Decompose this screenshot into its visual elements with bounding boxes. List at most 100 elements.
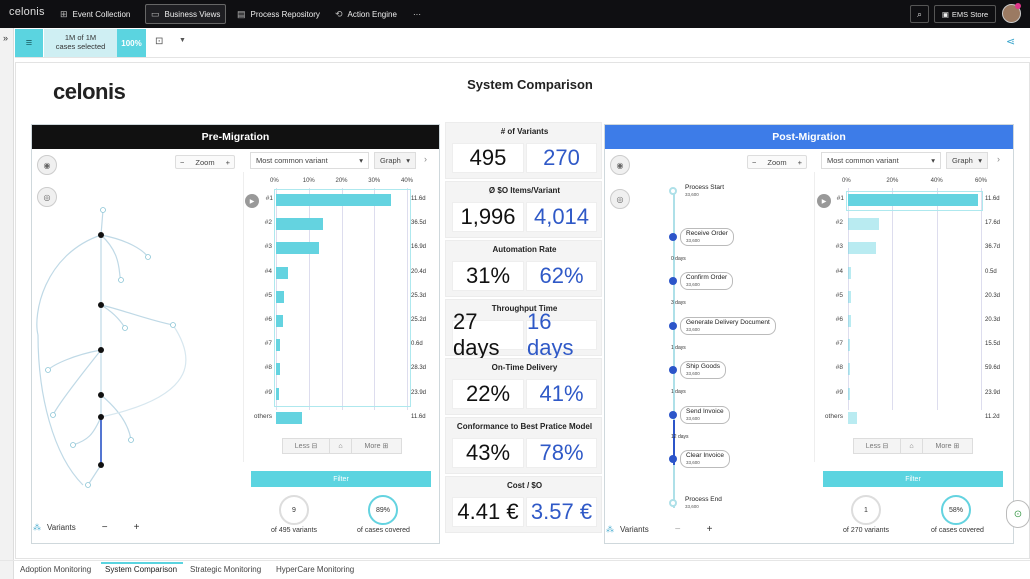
variant-bar[interactable] bbox=[276, 290, 284, 303]
business-views-icon: ▭ bbox=[151, 8, 160, 19]
process-node[interactable]: Process End 33,600 bbox=[669, 494, 727, 511]
tab-hypercare-monitoring[interactable]: HyperCare Monitoring bbox=[276, 565, 355, 574]
variant-bar[interactable] bbox=[276, 411, 303, 424]
ems-store-button[interactable]: ▣ EMS Store bbox=[934, 5, 996, 23]
process-node[interactable]: Receive Order 33,600 bbox=[669, 227, 734, 246]
process-node-count: 33,600 bbox=[686, 460, 700, 465]
post-zoom-control[interactable]: − Zoom + bbox=[747, 155, 807, 169]
metric-pre-value: 495 bbox=[452, 143, 524, 173]
variant-label: #6 bbox=[264, 316, 272, 323]
chevron-right-icon[interactable]: › bbox=[997, 154, 1000, 164]
more-menu-button[interactable]: ··· bbox=[413, 9, 421, 19]
variant-bar[interactable] bbox=[848, 315, 851, 327]
tab-adoption-monitoring[interactable]: Adoption Monitoring bbox=[20, 565, 92, 574]
zoom-in-icon[interactable]: + bbox=[797, 157, 802, 167]
home-icon[interactable]: ⌂ bbox=[330, 439, 352, 453]
variant-bar[interactable] bbox=[848, 266, 851, 279]
post-more-button[interactable]: More ⊞ bbox=[923, 439, 972, 453]
zoom-in-icon[interactable]: + bbox=[225, 157, 230, 167]
process-edge-label: 12 days bbox=[671, 433, 689, 440]
pre-view-select[interactable]: Graph ▾ bbox=[374, 152, 416, 169]
process-node[interactable]: Process Start 33,600 bbox=[669, 183, 730, 199]
post-less-button[interactable]: Less ⊟ bbox=[854, 439, 902, 453]
post-less-label: Less bbox=[865, 442, 881, 450]
add-variant-button[interactable]: + bbox=[133, 521, 140, 533]
expand-sidebar-icon[interactable]: » bbox=[3, 33, 9, 43]
search-button[interactable]: ⌕ bbox=[910, 5, 929, 23]
more-icon: ⊞ bbox=[953, 443, 960, 450]
gridline bbox=[407, 188, 408, 410]
play-icon[interactable]: ▶ bbox=[817, 194, 831, 208]
help-icon[interactable]: ⊙ bbox=[1006, 500, 1030, 528]
variant-bar[interactable] bbox=[276, 266, 288, 279]
metric-pre-value: 1,996 bbox=[452, 202, 524, 232]
process-node-label: Process Start 33,600 bbox=[680, 183, 730, 199]
process-node[interactable]: Ship Goods 33,600 bbox=[669, 361, 726, 379]
nav-label: Process Repository bbox=[250, 9, 320, 19]
post-variant-explorer bbox=[814, 172, 1014, 462]
variant-bar[interactable] bbox=[848, 363, 850, 376]
pre-more-button[interactable]: More ⊞ bbox=[352, 439, 401, 453]
variant-bar[interactable] bbox=[848, 387, 850, 400]
process-node[interactable]: Send Invoice 33,600 bbox=[669, 405, 730, 424]
nav-business-views[interactable]: ▭ Business Views bbox=[145, 4, 227, 24]
variant-bar[interactable] bbox=[848, 339, 850, 352]
post-process-explorer-icon[interactable]: ◉ bbox=[610, 155, 630, 175]
nav-event-collection[interactable]: ⊞ Event Collection bbox=[55, 4, 135, 24]
post-visibility-icon[interactable]: ◎ bbox=[610, 189, 630, 209]
axis-tick-label: 20% bbox=[335, 178, 348, 184]
cases-selected-indicator[interactable]: 1M of 1M cases selected bbox=[44, 29, 117, 57]
home-icon[interactable]: ⌂ bbox=[901, 439, 923, 453]
play-icon[interactable]: ▶ bbox=[245, 194, 259, 208]
variant-bar[interactable] bbox=[848, 411, 858, 424]
metric-post-value: 62% bbox=[526, 261, 597, 291]
tab-system-comparison[interactable]: System Comparison bbox=[105, 565, 178, 574]
pre-filter-button[interactable]: Filter bbox=[251, 471, 431, 487]
add-variant-button[interactable]: + bbox=[706, 523, 713, 535]
process-node[interactable]: Clear Invoice 33,600 bbox=[669, 450, 730, 468]
variant-bar[interactable] bbox=[848, 242, 876, 255]
zoom-out-icon[interactable]: − bbox=[752, 157, 757, 167]
axis-tick-label: 20% bbox=[886, 178, 899, 184]
variant-bar[interactable] bbox=[276, 218, 324, 231]
selection-bar bbox=[15, 28, 1030, 58]
nav-action-engine[interactable]: ⟲ Action Engine bbox=[330, 4, 402, 24]
variant-bar[interactable] bbox=[848, 218, 879, 231]
chevron-right-icon[interactable]: › bbox=[424, 154, 427, 164]
variant-bar[interactable] bbox=[276, 387, 279, 400]
variant-bar[interactable] bbox=[276, 194, 392, 206]
process-node[interactable]: Confirm Order 33,600 bbox=[669, 272, 734, 290]
variant-bar[interactable] bbox=[276, 339, 280, 352]
pre-process-explorer-icon[interactable]: ◉ bbox=[37, 155, 57, 175]
process-node-dot bbox=[669, 232, 677, 241]
pre-variant-select[interactable]: Most common variant ▾ bbox=[250, 152, 369, 169]
remove-variant-button[interactable]: − bbox=[101, 521, 108, 533]
nav-process-repository[interactable]: ▤ Process Repository bbox=[232, 4, 325, 24]
zoom-out-icon[interactable]: − bbox=[180, 157, 185, 167]
chevron-down-icon[interactable]: ▼ bbox=[179, 37, 186, 44]
post-view-select[interactable]: Graph ▾ bbox=[946, 152, 988, 169]
post-variant-select[interactable]: Most common variant ▾ bbox=[821, 152, 941, 169]
menu-button[interactable]: ≡ bbox=[15, 29, 43, 57]
post-process-graph[interactable]: Process Start 33,600 Receive Order 33,600 Co… bbox=[665, 183, 805, 518]
variant-bar[interactable] bbox=[848, 194, 979, 206]
variant-bar[interactable] bbox=[276, 315, 283, 327]
remove-variant-button[interactable]: − bbox=[674, 523, 681, 535]
pre-zoom-control[interactable]: − Zoom + bbox=[175, 155, 235, 169]
tab-strategic-monitoring[interactable]: Strategic Monitoring bbox=[190, 565, 262, 574]
share-icon[interactable]: ⋖ bbox=[1006, 36, 1016, 48]
monitor-icon[interactable]: ⊡ bbox=[155, 36, 164, 47]
metric-post-value: 41% bbox=[526, 379, 597, 409]
celonis-logo[interactable]: celonis bbox=[9, 6, 45, 18]
pre-visibility-icon[interactable]: ◎ bbox=[37, 187, 57, 207]
variant-bar[interactable] bbox=[848, 290, 851, 303]
variant-bar[interactable] bbox=[276, 363, 280, 376]
post-filter-button[interactable]: Filter bbox=[823, 471, 1003, 487]
process-node-label: Confirm Order 33,600 bbox=[680, 272, 734, 290]
process-node-name: Process End bbox=[685, 495, 722, 503]
process-node[interactable]: Generate Delivery Document 33,600 bbox=[669, 316, 776, 335]
pre-less-button[interactable]: Less ⊟ bbox=[283, 439, 331, 453]
pre-process-graph[interactable] bbox=[33, 195, 243, 510]
variant-duration: 11.6d bbox=[985, 196, 1000, 202]
variant-bar[interactable] bbox=[276, 242, 320, 255]
